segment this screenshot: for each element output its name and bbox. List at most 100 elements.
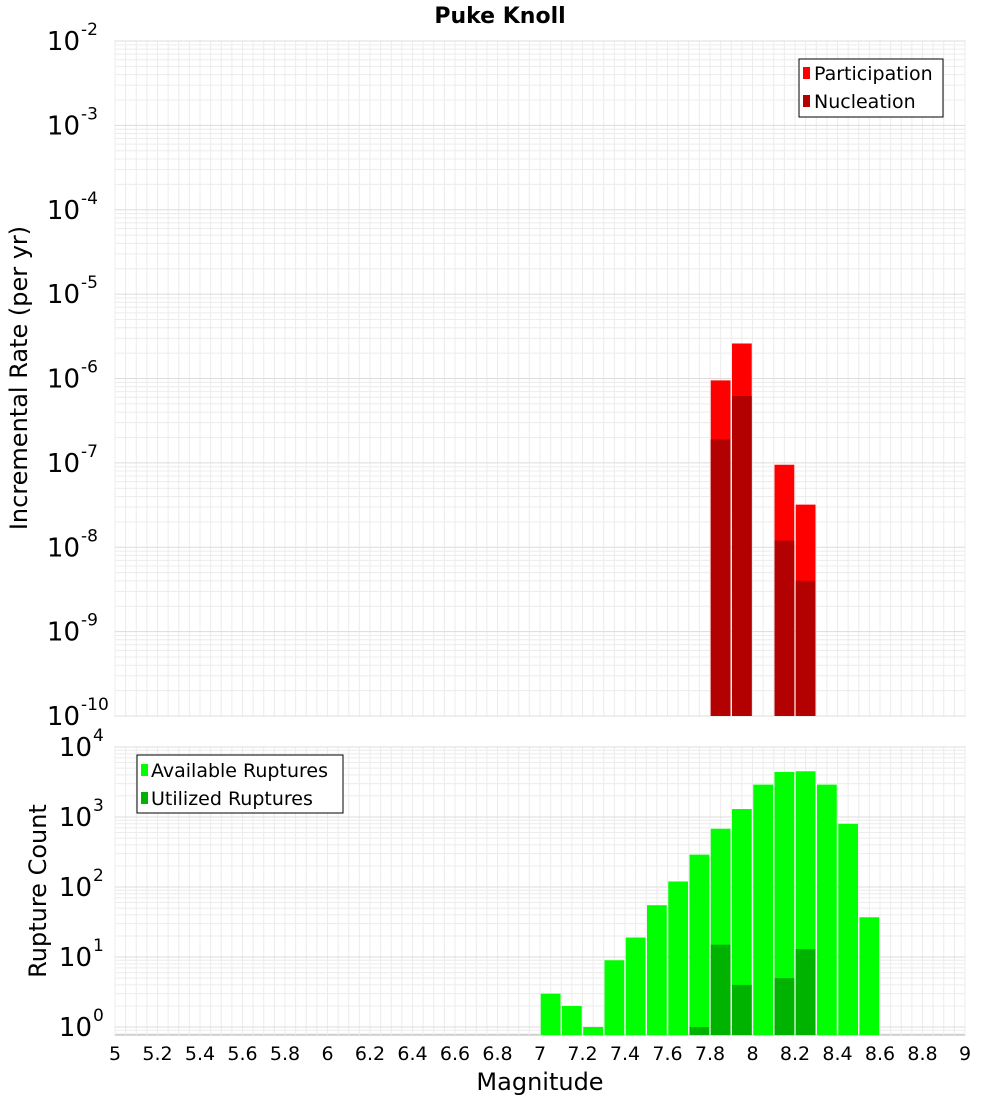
x-tick-label: 8 — [746, 1043, 758, 1065]
x-axis-title: Magnitude — [476, 1068, 603, 1096]
top-y-tick-exp: -5 — [81, 273, 98, 293]
bottom-bar-available-ruptures — [817, 784, 837, 1035]
top-y-tick-exp: -10 — [81, 695, 109, 715]
top-y-tick-label: 10 -6 — [47, 358, 98, 395]
x-tick-label: 7.6 — [652, 1043, 682, 1065]
x-tick-label: 7.4 — [610, 1043, 640, 1065]
utilized-ruptures-legend-swatch — [141, 792, 148, 804]
x-tick-label: 8.4 — [822, 1043, 852, 1065]
bottom-bar-available-ruptures — [562, 1005, 582, 1035]
top-y-tick-exp: -4 — [81, 189, 98, 209]
top-y-tick-label: 10 -10 — [47, 695, 109, 732]
x-tick-label: 6.4 — [397, 1043, 427, 1065]
bottom-y-tick-base: 10 — [59, 733, 92, 763]
x-tick-label: 8.2 — [780, 1043, 810, 1065]
top-bars — [710, 343, 816, 716]
x-tick-label: 5.2 — [142, 1043, 172, 1065]
x-tick-label: 9 — [959, 1043, 971, 1065]
available-ruptures-legend-swatch — [141, 764, 148, 776]
top-y-axis-title: Incremental Rate (per yr) — [5, 226, 33, 530]
top-legend: Participation Nucleation — [798, 58, 944, 118]
bottom-y-tick-label: 10 3 — [59, 796, 104, 833]
bottom-bar-available-ruptures — [647, 905, 667, 1035]
top-y-tick-base: 10 — [47, 702, 80, 732]
participation-legend-swatch — [803, 67, 810, 79]
top-y-tick-base: 10 — [47, 449, 80, 479]
bottom-y-tick-label: 10 2 — [59, 866, 104, 903]
top-y-tick-label: 10 -5 — [47, 273, 98, 310]
bottom-bar-available-ruptures — [668, 881, 688, 1035]
nucleation-legend-swatch — [803, 95, 810, 107]
bottom-bar-available-ruptures — [540, 993, 561, 1035]
top-bar-nucleation — [710, 439, 731, 716]
top-grid — [114, 40, 966, 717]
top-y-tick-label: 10 -7 — [47, 442, 98, 479]
x-tick-label: 8.6 — [865, 1043, 895, 1065]
x-tick-label: 7 — [534, 1043, 546, 1065]
bottom-y-tick-label: 10 4 — [59, 726, 104, 763]
bottom-bar-available-ruptures — [583, 1027, 603, 1035]
top-y-tick-base: 10 — [47, 27, 80, 57]
bottom-y-tick-exp: 0 — [93, 1006, 104, 1026]
top-bar-nucleation — [774, 540, 795, 716]
bottom-y-tick-base: 10 — [59, 943, 92, 973]
top-y-tick-label: 10 -8 — [47, 526, 98, 563]
bottom-bar-available-ruptures — [838, 823, 858, 1035]
x-tick-label: 5.8 — [270, 1043, 300, 1065]
participation-legend-label: Participation — [814, 63, 933, 85]
bottom-y-tick-exp: 1 — [93, 936, 104, 956]
x-tick-label: 5.6 — [227, 1043, 257, 1065]
top-y-tick-exp: -6 — [81, 358, 98, 378]
bottom-bar-utilized-ruptures — [689, 1027, 710, 1035]
top-y-tick-exp: -9 — [81, 611, 98, 631]
available-ruptures-legend-label: Available Ruptures — [151, 760, 328, 782]
bottom-y-tick-label: 10 1 — [59, 936, 104, 973]
x-tick-label: 6.8 — [482, 1043, 512, 1065]
x-tick-label: 6 — [321, 1043, 333, 1065]
top-y-tick-exp: -3 — [81, 104, 98, 124]
bottom-bar-available-ruptures — [859, 917, 880, 1035]
bottom-bar-available-ruptures — [689, 854, 710, 1035]
bottom-y-tick-label: 10 0 — [59, 1006, 104, 1043]
bottom-bar-utilized-ruptures — [774, 978, 795, 1035]
x-tick-label: 7.8 — [695, 1043, 725, 1065]
top-y-tick-base: 10 — [47, 618, 80, 648]
top-y-tick-label: 10 -3 — [47, 104, 98, 141]
bottom-bar-utilized-ruptures — [795, 949, 816, 1035]
top-y-tick-label: 10 -9 — [47, 611, 98, 648]
top-y-tick-base: 10 — [47, 196, 80, 226]
top-bar-nucleation — [732, 396, 752, 716]
bottom-bar-available-ruptures — [774, 771, 795, 1035]
bottom-bar-available-ruptures — [604, 960, 625, 1035]
bottom-bar-available-ruptures — [732, 809, 752, 1035]
top-y-tick-base: 10 — [47, 280, 80, 310]
bottom-bar-utilized-ruptures — [732, 984, 752, 1035]
utilized-ruptures-legend-label: Utilized Ruptures — [151, 788, 313, 810]
bottom-y-axis-title: Rupture Count — [24, 804, 52, 978]
nucleation-legend-label: Nucleation — [814, 91, 916, 113]
top-legend-box — [798, 58, 944, 118]
x-tick-label: 5 — [109, 1043, 121, 1065]
bottom-bar-available-ruptures — [753, 784, 773, 1035]
bottom-y-tick-exp: 3 — [93, 796, 104, 816]
x-tick-labels: 5 5.2 5.4 5.6 5.8 6 6.2 6.4 6.6 6.8 7 7.2 7.4 7.6 7.8 8… — [109, 1043, 971, 1065]
bottom-legend: Available Ruptures Utilized Ruptures — [136, 754, 344, 814]
top-bar-nucleation — [795, 580, 816, 716]
top-y-tick-exp: -2 — [81, 20, 98, 40]
top-y-tick-exp: -8 — [81, 526, 98, 546]
top-y-tick-base: 10 — [47, 533, 80, 563]
bottom-y-tick-base: 10 — [59, 803, 92, 833]
x-tick-label: 6.2 — [355, 1043, 385, 1065]
bottom-legend-box — [136, 754, 344, 814]
x-tick-label: 5.4 — [185, 1043, 215, 1065]
x-tick-label: 6.6 — [440, 1043, 470, 1065]
x-tick-label: 8.8 — [907, 1043, 937, 1065]
top-y-tick-base: 10 — [47, 111, 80, 141]
bottom-y-tick-base: 10 — [59, 1013, 92, 1043]
bottom-y-tick-exp: 2 — [93, 866, 104, 886]
